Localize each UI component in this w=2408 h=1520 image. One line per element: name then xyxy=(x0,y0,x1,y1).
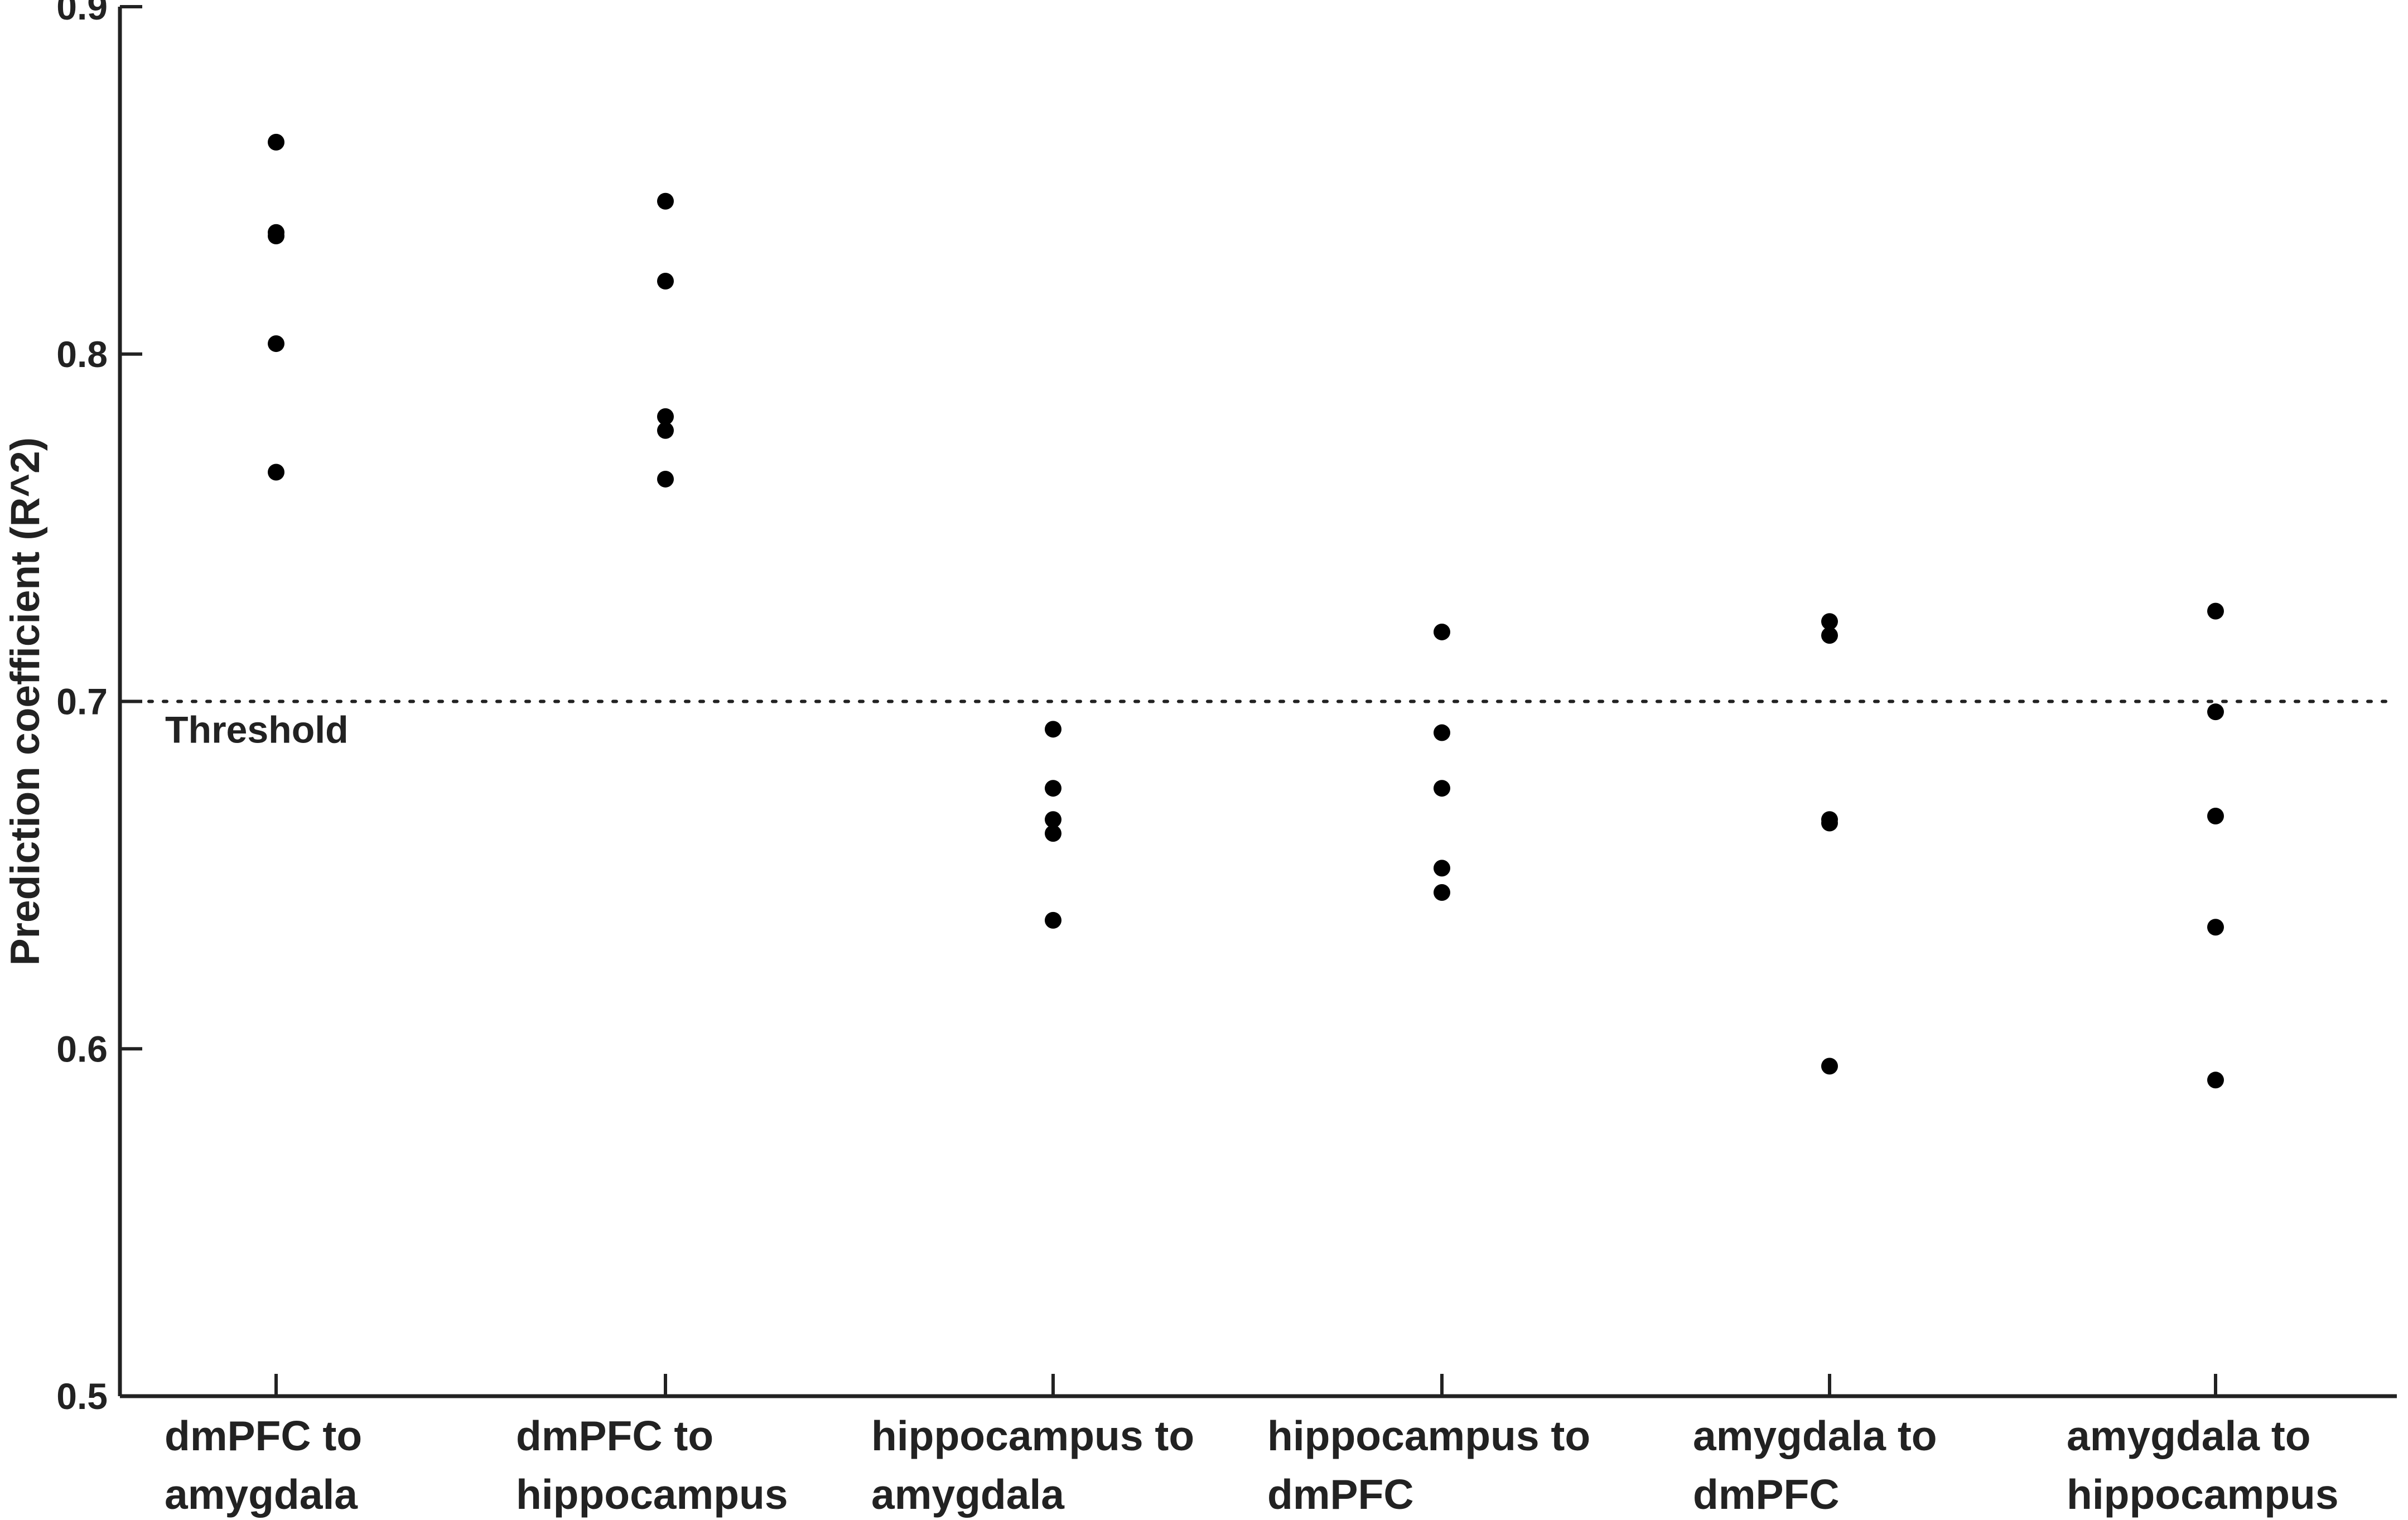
data-point xyxy=(1434,780,1450,797)
category-label: amygdala to dmPFC xyxy=(1693,1412,1937,1518)
threshold-label: Threshold xyxy=(165,709,349,751)
data-point xyxy=(1045,811,1061,828)
data-point xyxy=(657,272,674,289)
category-label-line: amygdala xyxy=(871,1471,1065,1518)
data-point xyxy=(1821,627,1838,644)
y-axis-title: Prediction coefficient (R^2) xyxy=(3,437,48,966)
axes xyxy=(118,7,2397,1398)
category-label-line: amygdala to xyxy=(2067,1412,2311,1459)
category-label-line: amygdala xyxy=(165,1471,358,1518)
category-label-line: dmPFC to xyxy=(516,1412,713,1459)
data-point xyxy=(657,470,674,488)
category-label-line: hippocampus to xyxy=(871,1412,1194,1459)
threshold-line-group: Threshold xyxy=(118,699,2399,751)
category-label: dmPFC to hippocampus xyxy=(516,1412,788,1518)
data-point xyxy=(1434,623,1450,640)
data-point xyxy=(1434,884,1450,901)
data-points xyxy=(268,133,2224,1089)
y-tick-label: 0.8 xyxy=(56,334,108,375)
category-label-line: hippocampus xyxy=(2067,1471,2339,1518)
data-point xyxy=(1821,814,1838,832)
category-label-line: dmPFC xyxy=(1267,1471,1414,1518)
y-tick-label: 0.9 xyxy=(56,0,108,27)
data-point xyxy=(1045,721,1061,738)
category-label-line: hippocampus to xyxy=(1267,1412,1590,1459)
data-point xyxy=(1821,1058,1838,1075)
category-label-line: amygdala to xyxy=(1693,1412,1937,1459)
data-point xyxy=(657,422,674,439)
category-labels: dmPFC to amygdala dmPFC to hippocampus hippo… xyxy=(165,1412,2339,1518)
category-label: hippocampus to dmPFC xyxy=(1267,1412,1590,1518)
data-point xyxy=(1434,860,1450,877)
data-point xyxy=(657,192,674,210)
category-label: dmPFC to amygdala xyxy=(165,1412,362,1518)
category-label: hippocampus to amygdala xyxy=(871,1412,1194,1518)
data-point xyxy=(268,228,284,245)
category-label-line: hippocampus xyxy=(516,1471,788,1518)
y-tick-label: 0.6 xyxy=(56,1028,108,1069)
y-tick-label: 0.5 xyxy=(56,1376,108,1417)
data-point xyxy=(268,464,284,481)
data-point xyxy=(2207,703,2224,721)
category-label-line: dmPFC xyxy=(1693,1471,1840,1518)
category-label-line: dmPFC to xyxy=(165,1412,362,1459)
data-point xyxy=(268,335,284,353)
x-ticks xyxy=(274,1374,2217,1396)
data-point xyxy=(1821,613,1838,630)
data-point xyxy=(1045,911,1061,929)
data-point xyxy=(2207,808,2224,825)
data-point xyxy=(657,408,674,425)
data-point xyxy=(2207,919,2224,936)
y-ticks: 0.5 0.6 0.7 0.8 0.9 xyxy=(56,0,142,1417)
data-point xyxy=(1434,724,1450,741)
y-tick-label: 0.7 xyxy=(56,681,108,722)
data-point xyxy=(2207,1072,2224,1089)
category-label: amygdala to hippocampus xyxy=(2067,1412,2339,1518)
data-point xyxy=(1045,780,1061,797)
data-point xyxy=(1045,825,1061,842)
data-point xyxy=(268,133,284,151)
data-point xyxy=(2207,602,2224,620)
